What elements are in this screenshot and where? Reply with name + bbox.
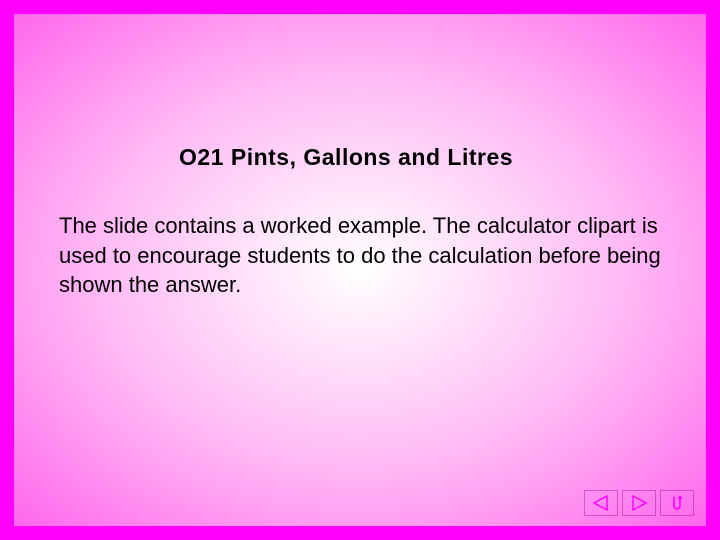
return-arrow-icon: [667, 494, 687, 512]
slide-canvas: O21 Pints, Gallons and Litres The slide …: [12, 12, 708, 528]
triangle-left-icon: [591, 495, 611, 511]
nav-bar: [584, 490, 694, 516]
triangle-right-icon: [629, 495, 649, 511]
slide-body-text: The slide contains a worked example. The…: [59, 211, 661, 300]
slide-title: O21 Pints, Gallons and Litres: [179, 144, 661, 171]
return-button[interactable]: [660, 490, 694, 516]
next-button[interactable]: [622, 490, 656, 516]
prev-button[interactable]: [584, 490, 618, 516]
